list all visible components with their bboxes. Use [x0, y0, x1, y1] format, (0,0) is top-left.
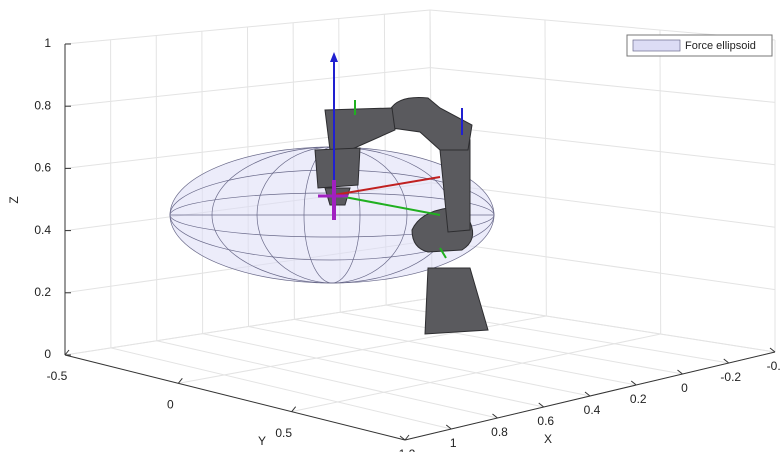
- robot-base: [424, 267, 489, 335]
- x-tick-label: 0.6: [537, 414, 554, 428]
- x-tick: [399, 435, 406, 441]
- grid-line: [64, 297, 433, 356]
- z-tick-label: 0.8: [34, 98, 51, 112]
- x-tick-label: 1: [450, 436, 457, 450]
- legend: Force ellipsoid: [626, 34, 773, 57]
- frame-axis: [333, 176, 441, 196]
- z-tick-label: 0: [44, 347, 51, 361]
- frame-axis: [439, 247, 447, 259]
- y-axis-label: Y: [258, 434, 266, 448]
- grid-line: [659, 29, 662, 335]
- robot: [314, 97, 489, 335]
- grid-line: [178, 315, 547, 384]
- x-tick-label: 0: [681, 381, 688, 395]
- x-tick: [492, 413, 498, 419]
- frame-arrow: [330, 52, 338, 62]
- x-tick: [769, 347, 776, 353]
- x-tick-label: 0.4: [584, 403, 601, 417]
- x-tick: [538, 402, 545, 408]
- z-axis-label: Z: [7, 196, 21, 203]
- frame-axis: [333, 194, 441, 216]
- grid-line: [544, 19, 547, 317]
- x-tick: [677, 369, 683, 375]
- grid-line: [110, 347, 452, 430]
- y-tick: [177, 378, 183, 384]
- y-tick: [404, 434, 410, 441]
- x-tick-label: -0.2: [720, 370, 741, 384]
- grid-line: [431, 297, 776, 353]
- x-axis-label: X: [544, 432, 552, 446]
- grid-line: [156, 340, 498, 419]
- grid-line: [431, 239, 776, 291]
- grid-line: [431, 182, 776, 228]
- grid-line: [430, 67, 776, 103]
- x-tick-label: -0.4: [767, 359, 780, 373]
- grid-line: [155, 35, 158, 341]
- z-tick-label: 1: [44, 36, 51, 50]
- z-tick-label: 0.6: [34, 161, 51, 175]
- y-tick-label: 0: [167, 398, 174, 412]
- grid-line: [430, 124, 776, 166]
- legend-label: Force ellipsoid: [685, 40, 756, 52]
- y-axis: [64, 354, 406, 441]
- grid-line: [294, 318, 637, 386]
- x-tick-label: 1.2: [399, 447, 416, 452]
- x-tick: [445, 424, 452, 430]
- x-tick-label: 0.8: [491, 425, 508, 439]
- x-tick: [723, 358, 730, 364]
- y-tick: [64, 349, 70, 356]
- x-tick: [584, 391, 591, 397]
- robot-wrist: [314, 147, 361, 189]
- y-tick-label: -0.5: [47, 369, 68, 383]
- robot-link: [324, 107, 396, 151]
- axes-layer: 0 0.2 0.4 0.6 0.8 1 -0.5 0 0.5 1 -0.4 -0.2 0 0.2 0.4 0.…: [34, 36, 780, 452]
- grid-line: [248, 326, 591, 397]
- x-tick-label: 0.2: [630, 392, 647, 406]
- z-tick-label: 0.4: [34, 223, 51, 237]
- grid-line: [291, 333, 661, 413]
- grid-line: [202, 333, 544, 408]
- y-tick-label: 0.5: [275, 426, 292, 440]
- legend-swatch: [632, 39, 681, 52]
- y-tick: [291, 406, 297, 412]
- x-tick: [630, 380, 637, 386]
- z-tick-label: 0.2: [34, 285, 51, 299]
- robot-link: [389, 97, 473, 151]
- frames: [318, 52, 463, 259]
- grid-line: [340, 311, 683, 375]
